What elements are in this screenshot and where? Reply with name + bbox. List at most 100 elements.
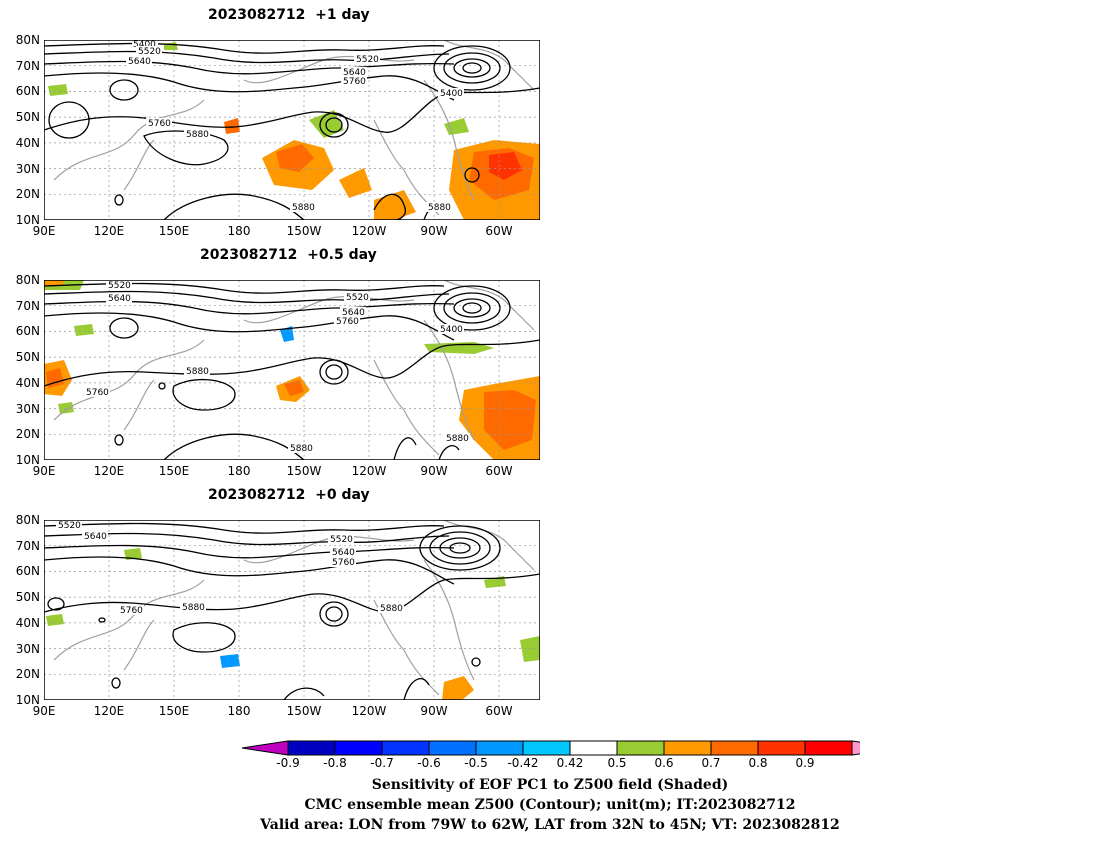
colorbar-tick-label: 0.8	[748, 756, 768, 770]
contour-label: 5640	[128, 57, 151, 67]
colorbar-swatch	[616, 740, 665, 756]
lon-tick-label: 120W	[351, 224, 387, 238]
contour-label: 5640	[84, 532, 107, 542]
lon-tick-label: 90W	[420, 464, 448, 478]
contour-label: 5880	[428, 203, 451, 213]
contour-label: 5760	[148, 119, 171, 129]
contour-label: 5640	[332, 548, 355, 558]
panel-title-1: 2023082712 +1 day	[208, 7, 370, 23]
contour-label: 5520	[346, 293, 369, 303]
lat-tick-label: 80N	[15, 33, 40, 47]
colorbar-left-triangle	[241, 740, 289, 756]
lon-tick-label: 150W	[286, 704, 322, 718]
colorbar-swatch	[757, 740, 806, 756]
colorbar-swatch	[475, 740, 524, 756]
lat-tick-label: 20N	[15, 667, 40, 682]
contour-label: 5760	[86, 388, 109, 398]
lon-tick-label: 90W	[420, 224, 448, 238]
contour-label: 5640	[108, 294, 131, 304]
colorbar-swatch	[710, 740, 759, 756]
colorbar-tick-label: 0.42	[556, 756, 584, 770]
lon-tick-label: 90E	[32, 464, 56, 478]
lon-tick-label: 150W	[286, 464, 322, 478]
lat-tick-label: 10N	[15, 212, 40, 227]
lat-tick-label: 80N	[15, 273, 40, 287]
map-svg-3: 5520 5640 5520 5640 5760 5760 5880 5880	[44, 520, 540, 700]
contour-label: 5880	[186, 367, 209, 377]
contour-labels-3: 5520 5640 5520 5640 5760 5760 5880 5880	[56, 520, 404, 616]
contour-label: 5880	[182, 603, 205, 613]
lat-tick-label: 30N	[15, 641, 40, 656]
lat-tick-label: 50N	[15, 590, 40, 605]
colorbar-tick-label: -0.5	[464, 756, 488, 770]
lon-tick-label: 120E	[93, 224, 125, 238]
contour-label: 5880	[446, 434, 469, 444]
lon-tick-label: 180	[227, 464, 251, 478]
contour-label: 5400	[440, 89, 463, 99]
contour-label: 5760	[332, 558, 355, 568]
colorbar-tick-label: 0.5	[607, 756, 627, 770]
z500-contours	[44, 522, 540, 700]
sensitivity-shading	[44, 280, 540, 460]
colorbar-tick-label: -0.8	[323, 756, 347, 770]
colorbar-swatch	[522, 740, 571, 756]
lat-lon-grid	[44, 520, 540, 700]
map-panel-plus0day: 5520 5640 5520 5640 5760 5760 5880 5880	[44, 520, 540, 700]
colorbar-tick-label: -0.42	[507, 756, 539, 770]
panel-title-3: 2023082712 +0 day	[208, 487, 370, 503]
colorbar-swatch	[428, 740, 477, 756]
caption-line-1: Sensitivity of EOF PC1 to Z500 field (Sh…	[371, 777, 729, 793]
lon-tick-label: 150W	[286, 224, 322, 238]
caption-line-3: Valid area: LON from 79W to 62W, LAT fro…	[260, 817, 840, 833]
lat-tick-label: 40N	[15, 375, 40, 390]
lat-tick-label: 30N	[15, 161, 40, 176]
lat-tick-label: 70N	[15, 298, 40, 313]
colorbar-tick-label: 0.6	[654, 756, 674, 770]
contour-label: 5880	[380, 604, 403, 614]
lat-tick-label: 10N	[15, 452, 40, 467]
lon-tick-label: 120E	[93, 464, 125, 478]
contour-labels-2: 5520 5640 5520 5640 5760 5400 5880 5760 …	[84, 280, 470, 454]
lon-tick-label: 60W	[485, 464, 513, 478]
map-panel-plus0p5day: 5520 5640 5520 5640 5760 5400 5880 5760 …	[44, 280, 540, 460]
colorbar-swatch	[334, 740, 383, 756]
lat-tick-label: 80N	[15, 513, 40, 527]
lon-tick-label: 150E	[158, 464, 190, 478]
caption-line-2: CMC ensemble mean Z500 (Contour); unit(m…	[304, 797, 796, 813]
colorbar-swatch	[287, 740, 336, 756]
contour-label: 5520	[330, 535, 353, 545]
lon-tick-label: 180	[227, 704, 251, 718]
lon-tick-label: 120W	[351, 704, 387, 718]
lon-tick-label: 150E	[158, 224, 190, 238]
lat-tick-label: 60N	[15, 84, 40, 99]
contour-label: 5400	[133, 40, 156, 50]
panel-title-2: 2023082712 +0.5 day	[200, 247, 377, 263]
lon-tick-label: 150E	[158, 704, 190, 718]
colorbar-tick-label: 0.7	[701, 756, 721, 770]
contour-label: 5760	[120, 606, 143, 616]
contour-label: 5880	[292, 203, 315, 213]
contour-label: 5760	[336, 317, 359, 327]
contour-label: 5760	[343, 77, 366, 87]
contour-label: 5640	[342, 308, 365, 318]
map-svg-1: 5400 5520 5640 5520 5640 5760 5400 5760 …	[44, 40, 540, 220]
contour-label: 5640	[343, 68, 366, 78]
lat-tick-label: 20N	[15, 427, 40, 442]
contour-label: 5520	[138, 47, 161, 57]
lat-tick-label: 70N	[15, 58, 40, 73]
colorbar-right-triangle	[851, 740, 860, 756]
lat-tick-label: 30N	[15, 401, 40, 416]
lat-tick-label: 20N	[15, 187, 40, 202]
colorbar-swatch	[569, 740, 618, 756]
colorbar-swatch	[804, 740, 853, 756]
contour-label: 5880	[186, 130, 209, 140]
lon-tick-label: 180	[227, 224, 251, 238]
lat-tick-label: 50N	[15, 350, 40, 365]
colorbar-tick-label: -0.6	[417, 756, 441, 770]
lat-tick-label: 40N	[15, 135, 40, 150]
colorbar-tick-label: -0.9	[276, 756, 300, 770]
lat-tick-label: 10N	[15, 692, 40, 707]
lon-tick-label: 60W	[485, 704, 513, 718]
lat-tick-label: 50N	[15, 110, 40, 125]
lon-tick-label: 90E	[32, 704, 56, 718]
